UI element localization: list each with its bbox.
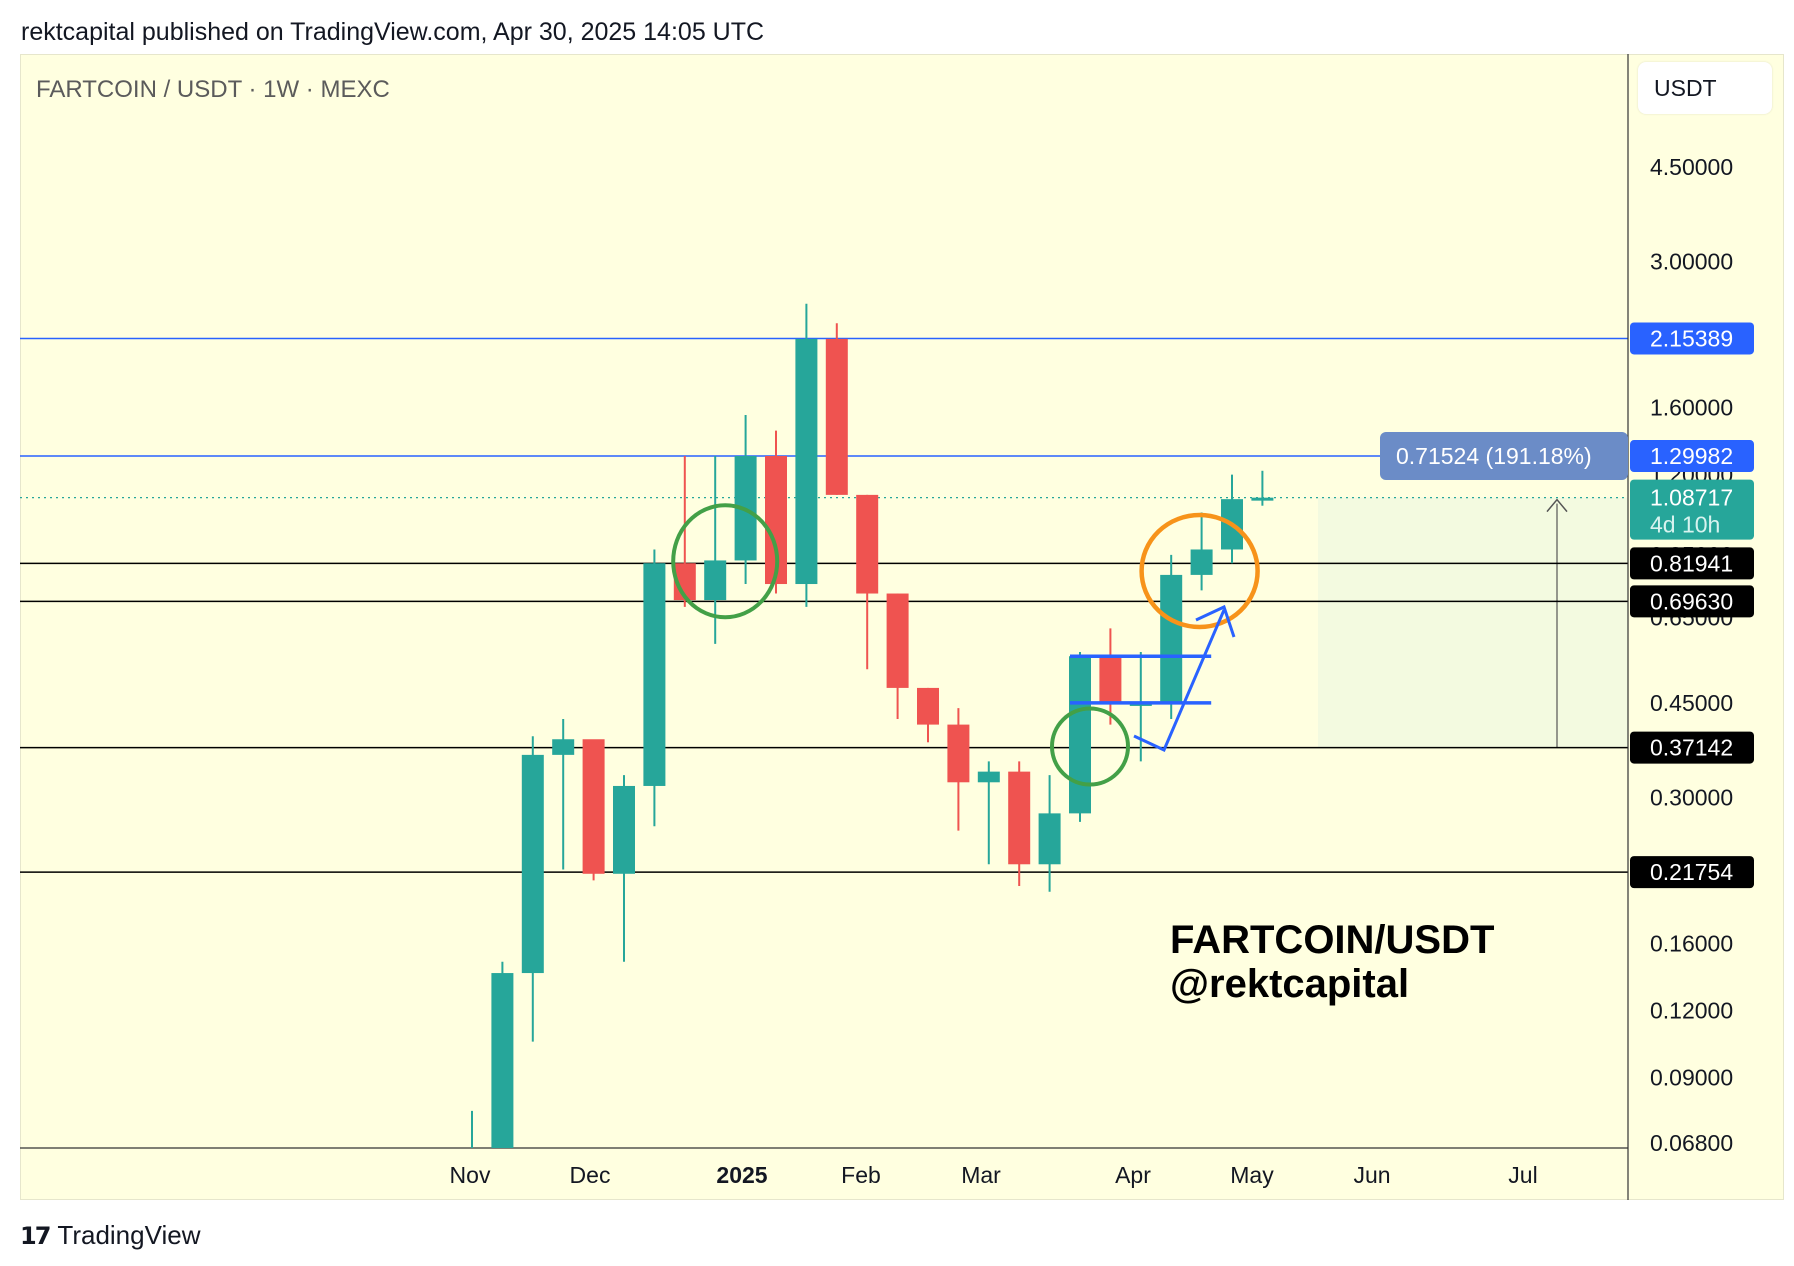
candle-body [765, 455, 787, 585]
candle-body [856, 494, 879, 594]
candle-body [1160, 574, 1183, 703]
candle-body [1251, 497, 1274, 501]
watermark: FARTCOIN/USDT @rektcapital [1170, 918, 1494, 1006]
last-price-text: 1.08717 [1650, 485, 1733, 511]
level-price-tag-text: 0.37142 [1650, 735, 1733, 761]
measure-box [1318, 497, 1628, 748]
candle-body [491, 973, 514, 1148]
y-tick-label: 0.30000 [1650, 784, 1733, 810]
publish-info: rektcapital published on TradingView.com… [21, 18, 765, 46]
level-price-tag-text: 0.21754 [1650, 859, 1733, 885]
candle-body [582, 739, 605, 874]
y-tick-label: 3.00000 [1650, 248, 1733, 274]
candle-body [825, 338, 848, 495]
level-price-tag-text: 1.29982 [1650, 443, 1733, 469]
candle-body [977, 771, 1000, 783]
x-tick-label: Apr [1115, 1162, 1151, 1188]
symbol-title: FARTCOIN / USDT · 1W · MEXC [36, 76, 390, 103]
y-tick-label: 0.45000 [1650, 690, 1733, 716]
bounce-arrow [1133, 609, 1226, 753]
candle-body [917, 687, 939, 725]
y-tick-label: 0.12000 [1650, 998, 1733, 1024]
candle-body [704, 560, 727, 601]
currency-selector[interactable]: USDT [1638, 62, 1772, 114]
candle-body [886, 593, 909, 688]
candle-body [521, 754, 544, 974]
y-tick-label: 1.60000 [1650, 395, 1733, 421]
candle-body [1190, 549, 1213, 575]
candles-group [471, 303, 1274, 1148]
y-tick-label: 0.06800 [1650, 1130, 1733, 1156]
candle-body [552, 739, 575, 755]
orange-circle-annotation [1139, 512, 1260, 630]
candle-body [1008, 771, 1031, 865]
level-price-tag [1630, 856, 1754, 889]
y-tick-label: 0.09000 [1650, 1065, 1733, 1091]
candle-body [1038, 813, 1061, 865]
level-price-tag [1630, 322, 1754, 355]
y-tick-label: 4.50000 [1650, 154, 1733, 180]
watermark-author: @rektcapital [1170, 962, 1410, 1006]
x-tick-label: Mar [961, 1162, 1001, 1188]
x-tick-label: 2025 [716, 1162, 767, 1188]
x-tick-label: Jun [1353, 1162, 1390, 1188]
x-tick-label: Feb [841, 1162, 881, 1188]
footer-brand[interactable]: 17 TradingView [20, 1220, 200, 1251]
green-circle-annotation [671, 503, 780, 620]
x-tick-label: Jul [1508, 1162, 1537, 1188]
level-price-tag-text: 0.81941 [1650, 550, 1733, 576]
candle-body [1099, 656, 1122, 703]
level-price-tag [1630, 731, 1754, 764]
footer-brand-text: TradingView [57, 1220, 201, 1250]
measure-label-text: 0.71524 (191.18%) [1396, 443, 1592, 469]
measure-label-box [1380, 432, 1628, 481]
tradingview-logo-icon: 17 [20, 1221, 51, 1250]
candle-body [613, 785, 635, 874]
bounce-arrow-head [1195, 604, 1236, 638]
candle-body [947, 724, 970, 783]
level-price-tag [1630, 585, 1754, 618]
x-tick-label: May [1230, 1162, 1274, 1188]
candle-body [643, 563, 666, 786]
x-tick-label: Dec [570, 1162, 611, 1188]
level-price-tag [1630, 440, 1754, 473]
green-circle-annotation [1050, 706, 1130, 787]
measure-arrow-head [1546, 498, 1568, 513]
candle-body [1069, 656, 1091, 814]
x-tick-label: Nov [450, 1162, 491, 1188]
y-tick-label: 0.16000 [1650, 931, 1733, 957]
level-price-tag-text: 0.69630 [1650, 588, 1733, 614]
candle-body [795, 338, 818, 585]
level-price-tag [1630, 547, 1754, 580]
last-price-tag [1630, 479, 1754, 540]
watermark-symbol: FARTCOIN/USDT [1170, 918, 1495, 962]
level-price-tag-text: 2.15389 [1650, 325, 1733, 351]
candle-countdown-text: 4d 10h [1650, 512, 1720, 538]
